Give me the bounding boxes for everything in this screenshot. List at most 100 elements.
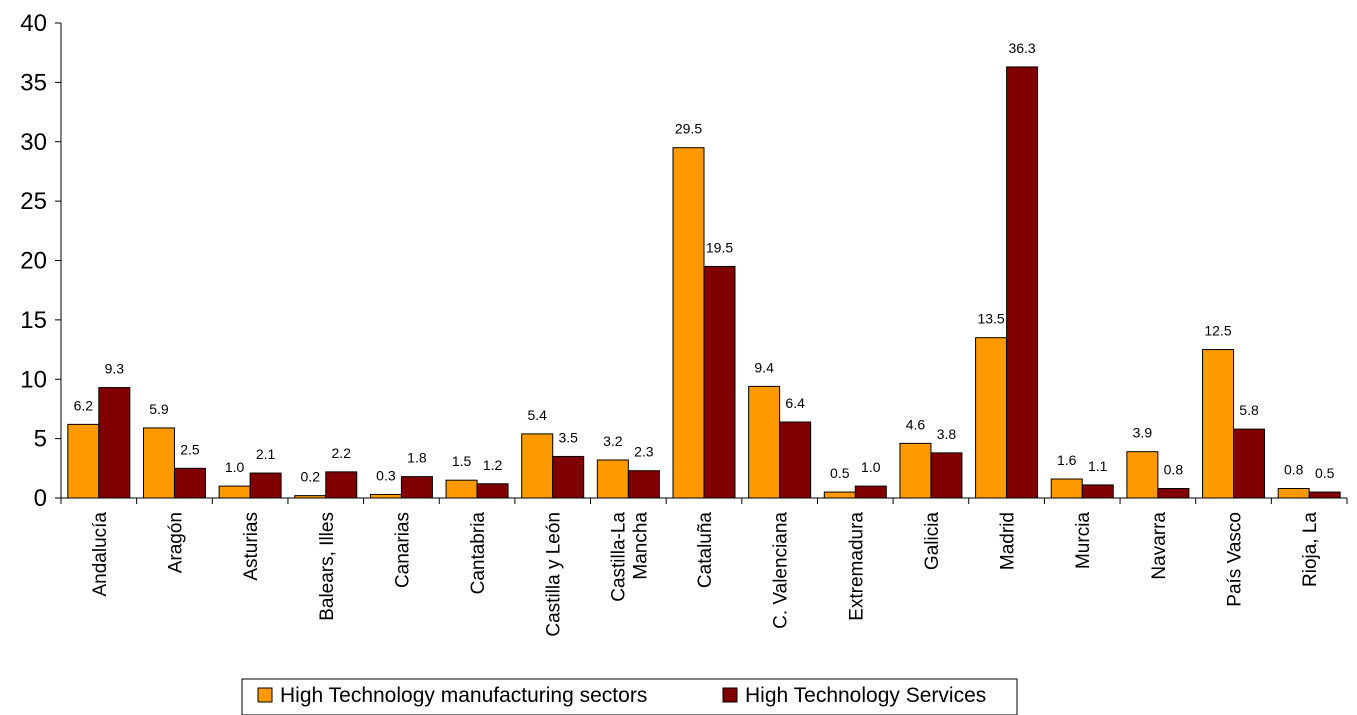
- bars: [67, 66, 1341, 499]
- data-label: 13.5: [977, 311, 1004, 327]
- data-label: 3.9: [1133, 425, 1153, 441]
- bar: [748, 385, 781, 499]
- bar: [823, 491, 856, 499]
- y-tick-label: 0: [34, 485, 47, 512]
- x-category-label: Cataluña: [695, 512, 716, 588]
- bar: [67, 423, 100, 499]
- data-label: 3.8: [937, 426, 957, 442]
- legend-label-services: High Technology Services: [745, 684, 986, 707]
- data-label: 5.8: [1239, 402, 1259, 418]
- legend-box: [241, 678, 1018, 715]
- data-label: 5.9: [149, 401, 169, 417]
- data-label: 4.6: [906, 416, 926, 432]
- y-tick-label: 15: [20, 307, 47, 334]
- bar: [1277, 488, 1310, 499]
- data-label: 9.3: [105, 361, 125, 377]
- bar: [173, 467, 206, 499]
- data-label: 0.8: [1164, 462, 1184, 478]
- y-tick-label: 10: [20, 366, 47, 393]
- data-label: 2.1: [256, 446, 276, 462]
- x-category-label: Navarra: [1149, 512, 1170, 580]
- bar: [1157, 488, 1190, 499]
- data-label: 1.5: [452, 453, 472, 469]
- data-label: 0.5: [1315, 465, 1335, 481]
- bar: [552, 455, 585, 499]
- bar: [218, 485, 251, 499]
- bar: [596, 459, 629, 499]
- bar: [703, 265, 736, 499]
- x-category-label: Madrid: [998, 512, 1019, 570]
- data-label: 1.0: [225, 459, 245, 475]
- legend-label-manufacturing: High Technology manufacturing sectors: [280, 684, 647, 707]
- bar: [142, 427, 175, 499]
- bar: [249, 472, 282, 499]
- y-tick-label: 35: [20, 69, 47, 96]
- data-label: 2.2: [332, 445, 352, 461]
- x-category-label: Balears, Illes: [317, 512, 338, 621]
- x-category-label: Extremadura: [846, 512, 867, 621]
- data-label: 1.2: [483, 457, 503, 473]
- bar: [975, 337, 1008, 499]
- legend: High Technology manufacturing sectors Hi…: [241, 678, 1018, 715]
- data-label: 3.2: [603, 433, 623, 449]
- bar: [1126, 451, 1159, 499]
- y-tick-label: 25: [20, 188, 47, 215]
- data-label: 6.2: [74, 397, 94, 413]
- bar: [1081, 484, 1114, 499]
- data-label: 3.5: [558, 429, 578, 445]
- data-label: 2.3: [634, 444, 654, 460]
- bar: [854, 485, 887, 499]
- data-label: 0.2: [301, 469, 321, 485]
- bar: [369, 493, 402, 499]
- x-category-label: Asturias: [241, 512, 262, 581]
- x-category-label: Murcia: [1073, 512, 1094, 569]
- bar: [779, 421, 812, 499]
- x-axis: Andalucía Aragón Asturias Balears, Illes Can…: [60, 497, 1348, 637]
- data-label: 1.6: [1057, 452, 1077, 468]
- bar: [930, 452, 963, 499]
- y-axis: 0 5 10 15 20 25 30 35 40: [20, 10, 62, 512]
- bar: [1202, 349, 1235, 499]
- bar: [98, 387, 131, 499]
- data-label: 6.4: [785, 395, 805, 411]
- bar: [476, 483, 509, 499]
- data-label: 9.4: [754, 359, 774, 375]
- bar: [1308, 491, 1341, 499]
- legend-swatch-services: [722, 687, 738, 703]
- x-category-label: Castilla y León: [544, 512, 565, 637]
- bar: [672, 147, 705, 499]
- x-category-label: Mancha: [630, 512, 651, 580]
- y-tick-label: 30: [20, 129, 47, 156]
- data-label: 0.3: [376, 467, 396, 483]
- y-tick-label: 5: [34, 426, 47, 453]
- x-category-label: Castilla-La: [608, 512, 629, 602]
- x-category-label: Canarias: [392, 512, 413, 588]
- data-labels: 6.2 5.9 1.0 0.2 0.3 1.5 5.4 3.2 29.5 9.4 0.5 4.6 13.…: [74, 40, 1335, 485]
- data-label: 29.5: [675, 121, 702, 137]
- bar: [521, 433, 554, 499]
- bar: [627, 470, 660, 499]
- bar: [1006, 66, 1039, 499]
- data-label: 2.5: [180, 441, 200, 457]
- x-category-label: Aragón: [165, 512, 186, 573]
- y-tick-label: 40: [20, 10, 47, 37]
- data-label: 1.0: [861, 459, 881, 475]
- x-category-label: Galicia: [922, 512, 943, 571]
- bar: [1050, 478, 1083, 499]
- data-label: 5.4: [527, 407, 547, 423]
- x-category-label: Cantabria: [468, 512, 489, 595]
- bar: [325, 471, 358, 499]
- x-category-label: Rioja, La: [1300, 512, 1321, 587]
- x-category-label: C. Valenciana: [771, 512, 792, 629]
- bar: [899, 442, 932, 499]
- x-category-label: Andalucía: [90, 512, 111, 597]
- data-label: 0.8: [1284, 462, 1304, 478]
- bar: [400, 476, 433, 499]
- data-label: 19.5: [706, 239, 733, 255]
- data-label: 1.8: [407, 450, 427, 466]
- data-label: 0.5: [830, 465, 850, 481]
- bar: [445, 479, 478, 499]
- legend-swatch-manufacturing: [257, 687, 273, 703]
- y-tick-label: 20: [20, 248, 47, 275]
